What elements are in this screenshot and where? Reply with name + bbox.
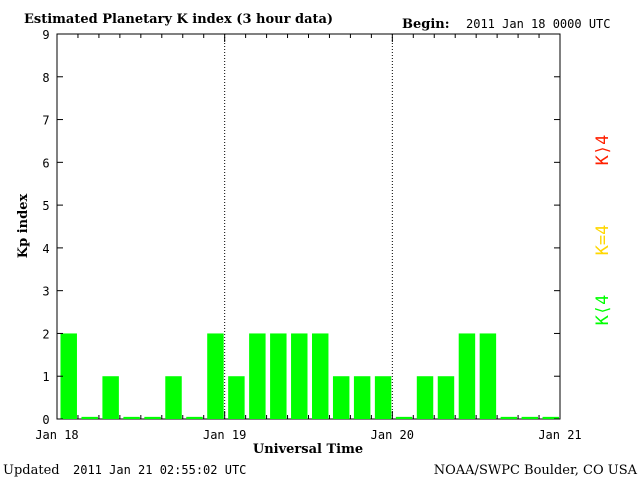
y-tick-label: 0	[42, 413, 49, 427]
kp-bar	[165, 376, 182, 419]
kp-bar	[374, 376, 392, 419]
legend-entry: K⟩4	[593, 135, 613, 166]
y-tick-label: 4	[42, 242, 49, 256]
kp-bar	[437, 376, 455, 419]
x-axis-title: Universal Time	[253, 442, 363, 457]
updated-timestamp: 2011 Jan 21 02:55:02 UTC	[73, 463, 246, 477]
y-tick-label: 9	[42, 28, 49, 42]
kp-bar	[291, 333, 308, 419]
kp-bar	[332, 376, 350, 419]
kp-bar	[500, 416, 518, 419]
y-tick-label: 8	[42, 71, 49, 85]
y-tick-label: 6	[42, 156, 49, 170]
kp-bar	[228, 376, 245, 419]
plot-area: 0 1 2 3 4 5 6 7 8 9 Jan 18 Jan 19 Jan 20 Jan 21	[35, 28, 581, 442]
x-tick-label: Jan 18	[35, 428, 78, 442]
y-tick-label: 2	[42, 327, 49, 341]
begin-label: Begin:	[402, 17, 450, 32]
x-tick-label: Jan 21	[538, 428, 581, 442]
kp-bar	[395, 416, 413, 419]
kp-bar	[81, 416, 98, 419]
y-tick-label: 7	[42, 114, 49, 128]
legend-entry: K⟨4	[593, 295, 613, 326]
legend-entry: K=4	[593, 225, 613, 256]
kp-bar	[123, 416, 140, 419]
updated-label: Updated	[3, 463, 60, 478]
plot-frame	[56, 33, 561, 420]
chart-title: Estimated Planetary K index (3 hour data…	[24, 12, 333, 27]
y-tick-label: 1	[42, 370, 49, 384]
kp-bar	[186, 416, 203, 419]
y-axis-title: Kp index	[16, 194, 31, 259]
x-tick-label: Jan 20	[371, 428, 414, 442]
kp-bar	[416, 376, 434, 419]
kp-bar	[249, 333, 266, 419]
kp-bar	[102, 376, 119, 419]
kp-bar	[60, 333, 77, 419]
legend: K⟨4 K=4 K⟩4	[593, 135, 613, 326]
kp-bar	[312, 333, 329, 419]
kp-bar	[144, 416, 161, 419]
kp-bar	[479, 333, 497, 419]
kp-bar	[207, 333, 224, 419]
kp-bar	[542, 416, 559, 419]
kp-bar	[521, 416, 539, 419]
x-tick-label: Jan 19	[203, 428, 246, 442]
y-tick-label: 5	[42, 199, 49, 213]
source-credit: NOAA/SWPC Boulder, CO USA	[434, 463, 638, 478]
kp-bar	[270, 333, 287, 419]
begin-value: 2011 Jan 18 0000 UTC	[466, 17, 611, 31]
y-tick-label: 3	[42, 285, 49, 299]
kp-bar	[458, 333, 476, 419]
kp-bar	[353, 376, 371, 419]
